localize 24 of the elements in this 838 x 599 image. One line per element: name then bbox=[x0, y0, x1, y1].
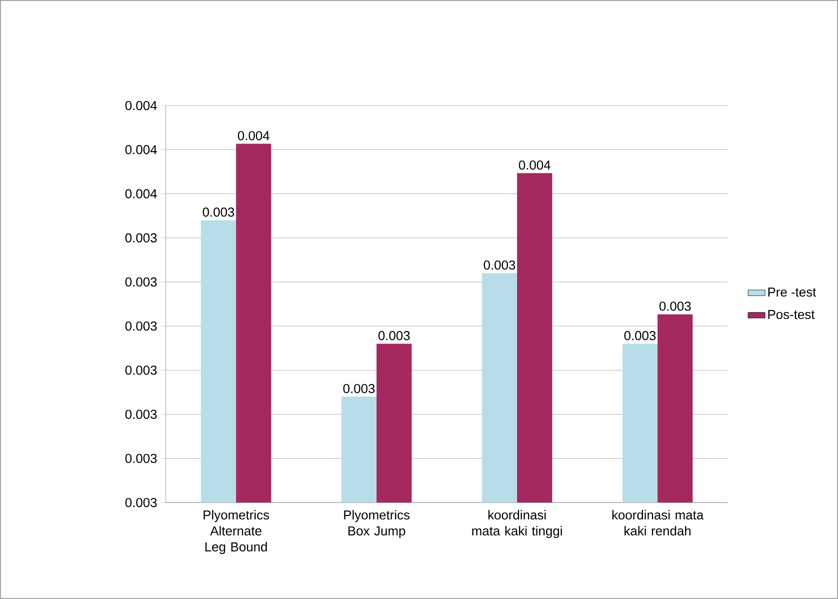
data-label: 0.003 bbox=[484, 260, 516, 270]
legend-label: Pre -test bbox=[768, 288, 816, 297]
y-tick-label: 0.003 bbox=[125, 410, 157, 419]
data-label: 0.004 bbox=[518, 160, 550, 170]
y-tick-label: 0.004 bbox=[125, 145, 157, 154]
legend-label: Pos-test bbox=[768, 310, 815, 320]
x-tick-label: koordinasi mata kaki tinggi bbox=[472, 510, 562, 538]
y-tick-label: 0.004 bbox=[125, 100, 157, 110]
y-tick-label: 0.003 bbox=[125, 277, 157, 287]
y-tick-label: 0.003 bbox=[125, 366, 157, 375]
y-tick-label: 0.003 bbox=[125, 322, 157, 331]
data-label: 0.004 bbox=[238, 131, 270, 140]
data-label: 0.003 bbox=[624, 331, 656, 340]
data-label: 0.003 bbox=[202, 208, 234, 217]
y-tick-label: 0.003 bbox=[125, 454, 157, 463]
x-tick-label: Plyometrics Box Jump bbox=[344, 510, 410, 538]
data-label: 0.003 bbox=[659, 302, 691, 311]
y-tick-label: 0.003 bbox=[125, 498, 157, 508]
x-tick-label: koordinasi mata kaki rendah bbox=[612, 510, 704, 536]
data-label: 0.003 bbox=[378, 331, 410, 340]
y-tick-label: 0.004 bbox=[125, 189, 157, 198]
data-label: 0.003 bbox=[343, 384, 375, 394]
x-tick-label: Plyometrics Alternate Leg Bound bbox=[204, 510, 270, 554]
y-tick-label: 0.003 bbox=[125, 233, 157, 242]
